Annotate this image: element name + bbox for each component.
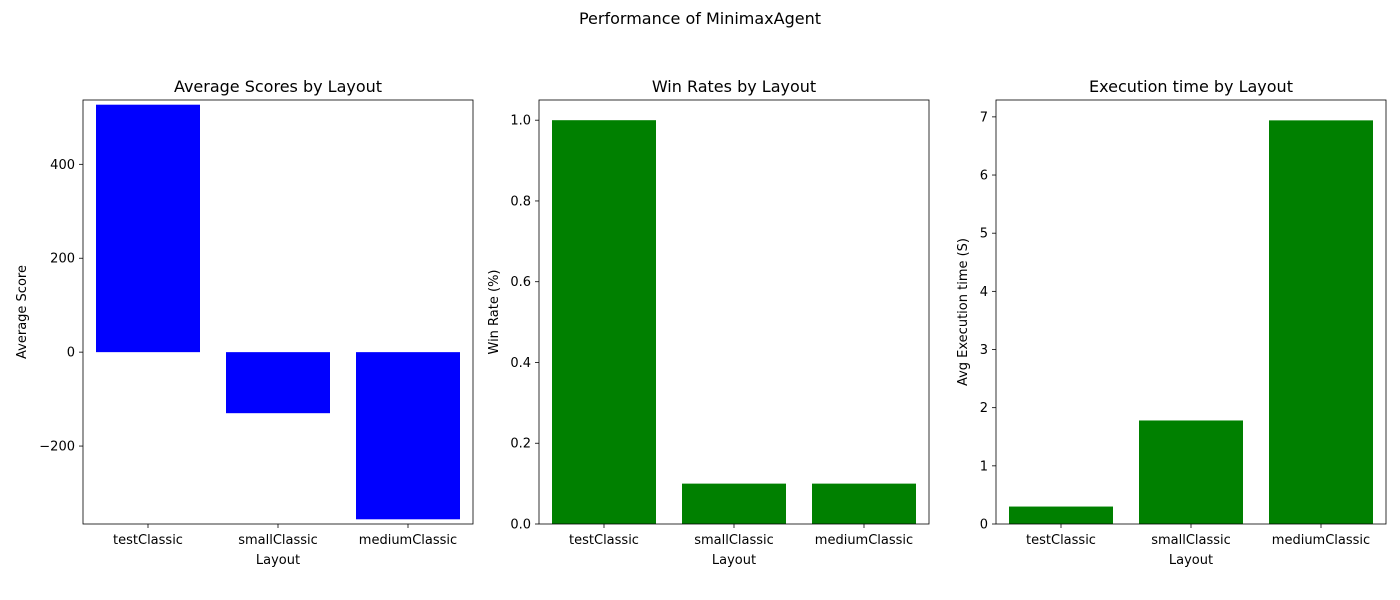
y-axis-label: Average Score: [15, 265, 30, 359]
y-tick-label: 0.6: [510, 275, 531, 290]
bar-smallClassic: [1139, 420, 1243, 524]
x-tick-label: smallClassic: [1151, 533, 1231, 548]
chart-panel-2: testClassic smallClassic mediumClassic 0.0 0…: [487, 77, 930, 568]
x-axis-label: Layout: [1169, 553, 1213, 568]
x-tick-label: testClassic: [569, 533, 639, 548]
y-tick-label: 1.0: [510, 114, 531, 129]
x-tick-label: testClassic: [1026, 533, 1096, 548]
bar-mediumClassic: [812, 483, 916, 524]
y-tick-label: 0.8: [510, 194, 531, 209]
x-axis-label: Layout: [256, 553, 300, 568]
x-tick-label: smallClassic: [238, 533, 318, 548]
bar-mediumClassic: [356, 352, 460, 520]
chart-title: Average Scores by Layout: [174, 77, 382, 96]
x-tick-label: mediumClassic: [815, 533, 913, 548]
chart-panel-1: testClassic smallClassic mediumClassic −200…: [15, 77, 474, 568]
y-tick-label: 0.4: [510, 356, 531, 371]
bar-testClassic: [1009, 506, 1113, 524]
x-tick-label: mediumClassic: [359, 533, 457, 548]
y-tick-label: 6: [980, 169, 988, 184]
y-tick-label: 2: [980, 401, 988, 416]
chart-panel-3: testClassic smallClassic mediumClassic 0 1 2 3…: [956, 77, 1387, 568]
chart-title: Win Rates by Layout: [652, 77, 816, 96]
y-tick-label: 0: [67, 346, 75, 361]
y-tick-label: 0: [980, 518, 988, 533]
y-tick-label: 5: [980, 227, 988, 242]
x-tick-label: mediumClassic: [1272, 533, 1370, 548]
x-tick-label: smallClassic: [694, 533, 774, 548]
y-tick-label: 3: [980, 343, 988, 358]
bar-mediumClassic: [1269, 120, 1373, 524]
y-tick-label: 0.2: [510, 437, 531, 452]
y-tick-label: 0.0: [510, 518, 531, 533]
figure-title: Performance of MinimaxAgent: [578, 9, 822, 28]
bar-smallClassic: [682, 483, 786, 524]
y-tick-label: 1: [980, 459, 988, 474]
y-tick-label: 400: [50, 158, 75, 173]
y-tick-label: 200: [50, 252, 75, 267]
y-tick-label: −200: [39, 440, 75, 455]
y-axis-label: Win Rate (%): [487, 270, 502, 355]
y-axis-label: Avg Execution time (S): [956, 238, 971, 386]
y-tick-label: 7: [980, 110, 988, 125]
bar-smallClassic: [226, 352, 330, 414]
bar-testClassic: [552, 120, 656, 524]
bar-testClassic: [96, 104, 200, 353]
x-axis-label: Layout: [712, 553, 756, 568]
y-tick-label: 4: [980, 285, 988, 300]
x-tick-label: testClassic: [113, 533, 183, 548]
chart-title: Execution time by Layout: [1089, 77, 1293, 96]
